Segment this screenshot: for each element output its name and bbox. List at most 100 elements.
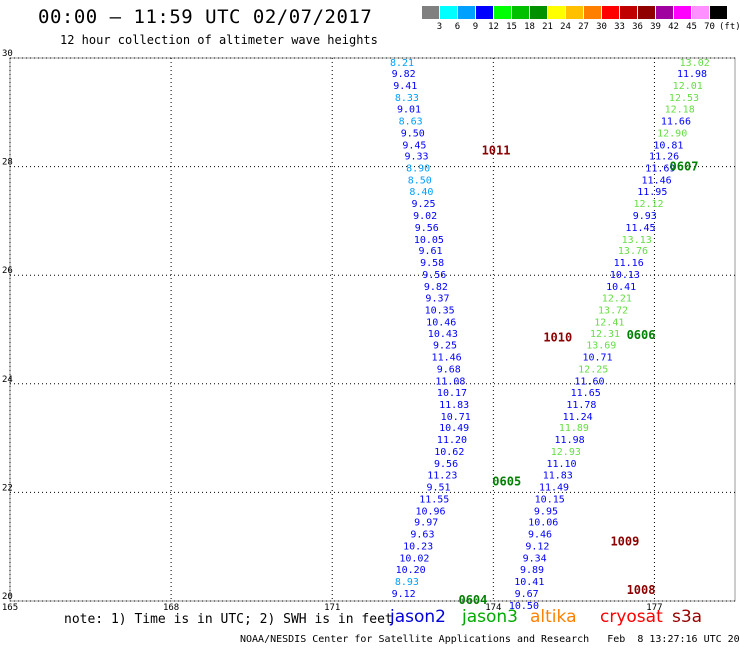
lon-tick-label: 171 [324,603,340,613]
wave-height-label: 10.96 [415,506,445,517]
wave-height-label: 10.02 [399,554,429,565]
wave-height-label: 11.24 [563,412,593,423]
wave-height-label: 9.45 [402,140,426,151]
wave-height-label: 10.23 [403,542,433,553]
wave-height-label: 11.98 [555,435,585,446]
wave-height-label: 8.33 [395,93,419,104]
wave-height-label: 12.41 [594,317,624,328]
wave-height-label: 11.69 [645,164,675,175]
legend-label: 42 [668,22,679,32]
legend-swatch [422,6,439,19]
legend-label: 18 [524,22,535,32]
wave-height-label: 9.89 [520,565,544,576]
legend-swatch [458,6,475,19]
wave-height-label: 9.12 [525,542,549,553]
wave-height-label: 8.40 [409,187,433,198]
lon-tick-label: 168 [163,603,179,613]
wave-height-label: 12.90 [657,128,687,139]
pressure-label: 1010 [543,331,572,345]
wave-height-label: 9.41 [393,81,417,92]
legend-label: 6 [454,22,461,32]
wave-height-label: 9.97 [414,518,438,529]
wave-height-label: 11.23 [427,470,457,481]
wave-height-label: 11.55 [419,494,449,505]
wave-height-label: 9.01 [397,104,421,115]
wave-height-label: 10.06 [528,518,558,529]
legend-swatch [692,6,709,19]
satellite-s3a: s3a [672,607,703,627]
wave-height-label: 9.56 [415,223,439,234]
lat-tick-label: 20 [2,592,13,602]
time-label: 0605 [492,475,521,489]
wave-height-label: 10.41 [606,282,636,293]
wave-height-label: 11.78 [566,400,596,411]
legend-label: 3 [436,22,443,32]
wave-height-label: 11.98 [677,69,707,80]
wave-height-label: 8.93 [395,577,419,588]
legend-swatch [584,6,601,19]
wave-height-label: 11.08 [435,377,465,388]
wave-height-label: 10.15 [535,494,565,505]
legend-swatch [710,6,727,19]
wave-height-label: 12.01 [673,81,703,92]
wave-height-label: 12.21 [602,293,632,304]
lon-tick-label: 174 [485,603,501,613]
wave-height-label: 9.33 [404,152,428,163]
legend-swatch [512,6,529,19]
wave-height-label: 8.90 [406,164,430,175]
legend-swatch [566,6,583,19]
pressure-label: 1008 [627,583,656,597]
wave-height-label: 9.50 [401,128,425,139]
wave-height-label: 11.16 [614,258,644,269]
time-label: 0606 [627,328,656,342]
wave-height-label: 13.72 [598,305,628,316]
wave-height-label: 11.45 [625,223,655,234]
lat-tick-label: 24 [2,375,13,385]
wave-height-label: 12.93 [551,447,581,458]
wave-height-label: 13.69 [586,341,616,352]
wave-height-label: 10.71 [582,353,612,364]
wave-height-label: 11.20 [437,435,467,446]
wave-height-label: 8.63 [399,116,423,127]
wave-height-label: 12.12 [633,199,663,210]
wave-height-label: 11.26 [649,152,679,163]
wave-height-label: 9.51 [427,482,451,493]
legend-label: 36 [632,22,643,32]
wave-height-label: 13.13 [622,235,652,246]
wave-height-label: 12.25 [578,365,608,376]
wave-height-label: 13.02 [680,58,710,69]
wave-height-label: 9.58 [420,258,444,269]
wave-height-label: 10.41 [514,577,544,588]
wave-height-label: 10.13 [610,270,640,281]
wave-height-label: 9.63 [410,530,434,541]
wave-height-label: 9.93 [633,211,657,222]
legend-swatch [602,6,619,19]
wave-height-label: 9.68 [437,365,461,376]
legend-label: 30 [596,22,607,32]
satellite-cryosat: cryosat [600,607,663,627]
wave-height-label: 9.82 [392,69,416,80]
wave-height-label: 12.18 [665,104,695,115]
wave-height-label: 9.56 [434,459,458,470]
wave-height-label: 10.62 [434,447,464,458]
wave-height-label: 10.20 [396,565,426,576]
map-title: 00:00 – 11:59 UTC 02/07/2017 [38,6,373,28]
lat-tick-label: 30 [2,49,13,59]
wave-height-label: 11.83 [439,400,469,411]
lon-tick-label: 177 [646,603,662,613]
wave-height-label: 9.95 [534,506,558,517]
wave-height-label: 8.50 [408,176,432,187]
footer-credit: NOAA/NESDIS Center for Satellite Applica… [240,634,740,645]
wave-height-label: 11.46 [432,353,462,364]
plot-frame [9,57,736,602]
legend-label: 24 [560,22,571,32]
satellite-jason2: jason2 [390,607,446,627]
legend-label: 15 [506,22,517,32]
wave-height-label: 11.66 [661,116,691,127]
legend-label: 33 [614,22,625,32]
legend-label: 21 [542,22,553,32]
lat-tick-label: 22 [2,483,13,493]
satellite-altika: altika [530,607,577,627]
wave-height-label: 12.53 [669,93,699,104]
